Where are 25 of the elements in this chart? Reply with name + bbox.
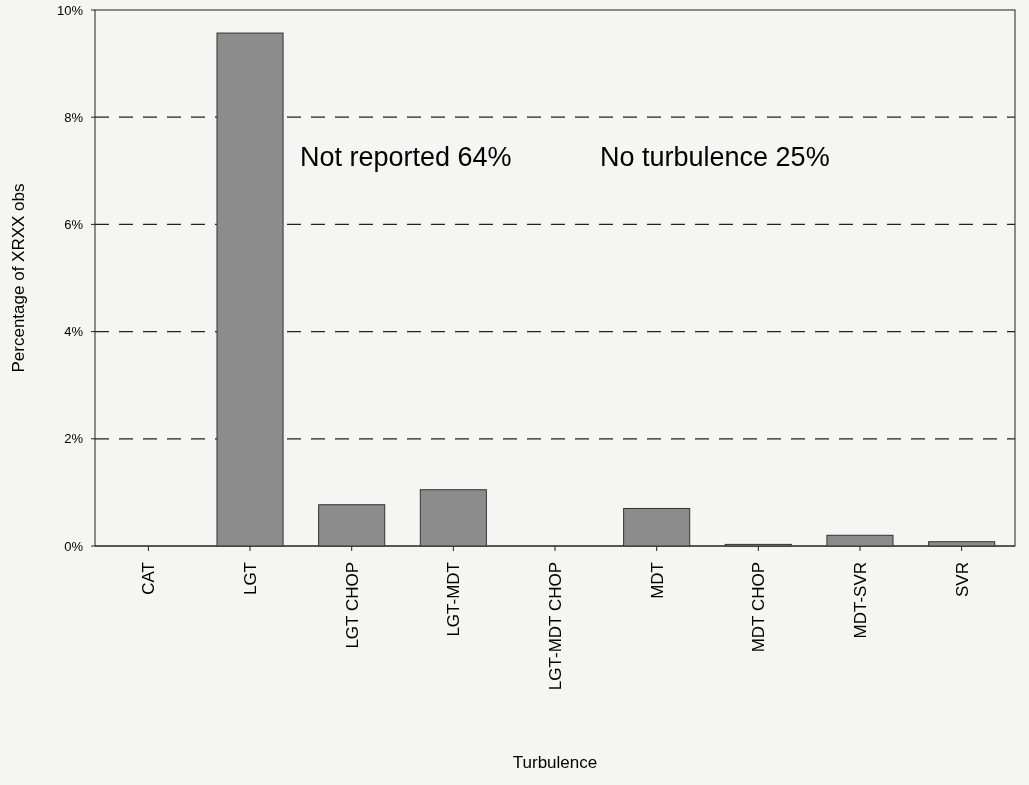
y-tick-label: 0% — [64, 538, 84, 554]
x-tick-label: LGT — [240, 562, 260, 596]
y-tick-label: 4% — [64, 324, 84, 340]
y-tick-label: 6% — [64, 216, 84, 232]
x-tick-label: LGT-MDT — [444, 562, 464, 637]
y-tick-label: 2% — [64, 431, 84, 447]
x-tick-label: MDT CHOP — [749, 562, 769, 653]
bar — [318, 504, 386, 547]
y-axis-title: Percentage of XRXX obs — [9, 183, 28, 373]
x-tick-label: CAT — [139, 562, 159, 595]
x-tick-label: SVR — [952, 562, 972, 597]
annotation: Not reported 64% — [300, 142, 512, 172]
bar — [623, 507, 691, 547]
y-tick-label: 8% — [64, 109, 84, 125]
bar — [928, 541, 996, 547]
x-tick-label: MDT-SVR — [850, 562, 870, 639]
annotation: No turbulence 25% — [600, 142, 830, 172]
bar — [826, 534, 894, 547]
y-tick-label: 10% — [56, 2, 84, 18]
x-tick-label: LGT-MDT CHOP — [545, 562, 565, 691]
x-tick-label: LGT CHOP — [342, 562, 362, 649]
x-tick-label: MDT — [647, 562, 667, 599]
bar — [419, 489, 487, 547]
bar — [216, 32, 284, 547]
x-axis-title: Turbulence — [512, 753, 598, 772]
